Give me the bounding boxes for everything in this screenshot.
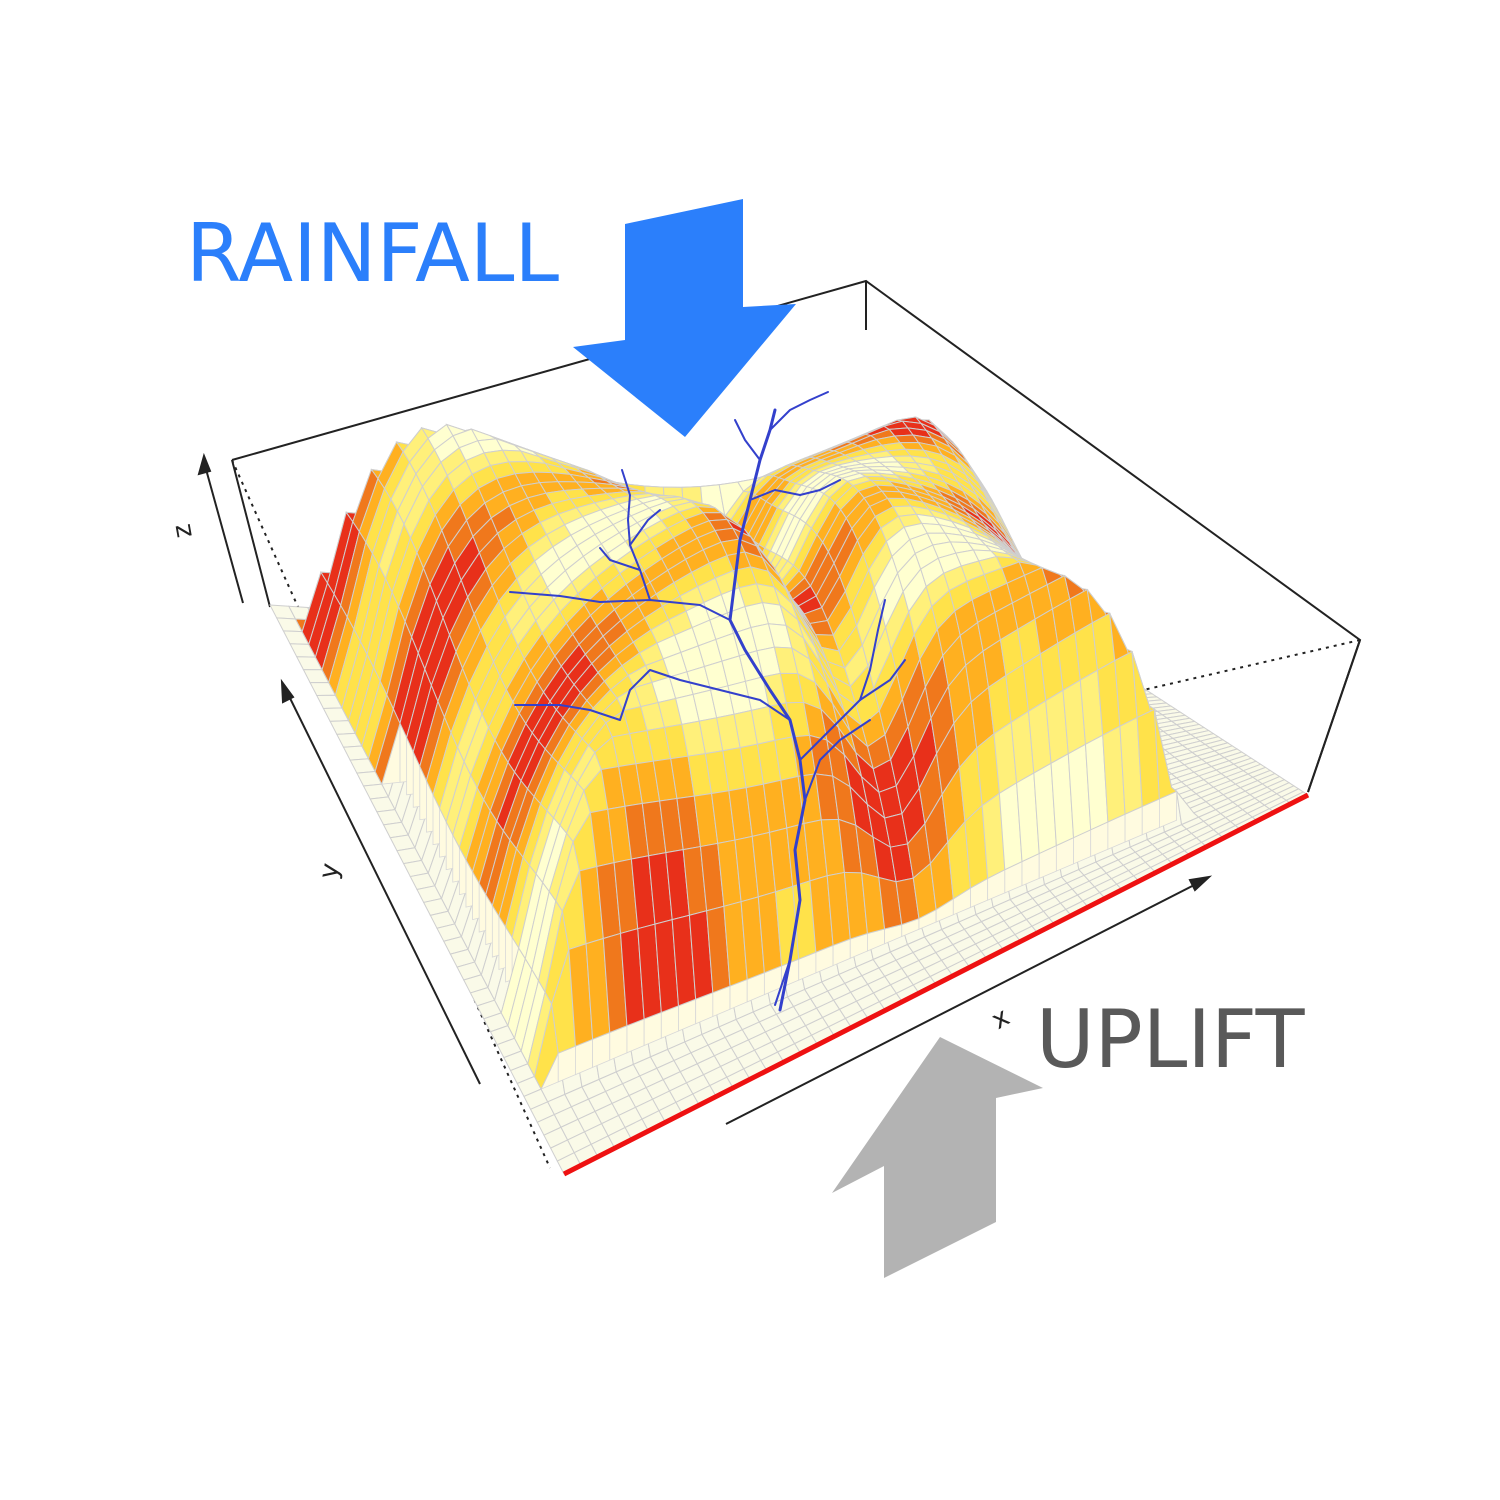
river-channel bbox=[804, 719, 871, 801]
uplift-label: UPLIFT bbox=[1036, 993, 1305, 1086]
river-network bbox=[509, 391, 906, 1012]
bounding-box-dotted bbox=[231, 459, 1361, 1169]
river-channel bbox=[728, 408, 807, 1012]
river-channel bbox=[734, 419, 761, 461]
rainfall-label: RAINFALL bbox=[186, 207, 560, 300]
river-channel bbox=[621, 469, 651, 601]
river-channel bbox=[859, 599, 886, 701]
river-channel bbox=[599, 547, 641, 571]
terrain-cell bbox=[1153, 709, 1178, 800]
river-channel bbox=[749, 479, 841, 501]
river-channel bbox=[629, 509, 661, 546]
river-channel bbox=[769, 391, 829, 431]
river-channel bbox=[774, 959, 791, 1006]
bounding-box-front bbox=[1307, 639, 1361, 793]
axis-arrows bbox=[197, 452, 1213, 1125]
river-channel bbox=[509, 591, 731, 621]
terrain-surface bbox=[294, 416, 1178, 1091]
arrow-down-icon bbox=[573, 199, 796, 437]
arrow-up-icon bbox=[832, 1037, 1043, 1278]
outlet-edge bbox=[562, 792, 1310, 1177]
river-channel bbox=[514, 669, 791, 721]
